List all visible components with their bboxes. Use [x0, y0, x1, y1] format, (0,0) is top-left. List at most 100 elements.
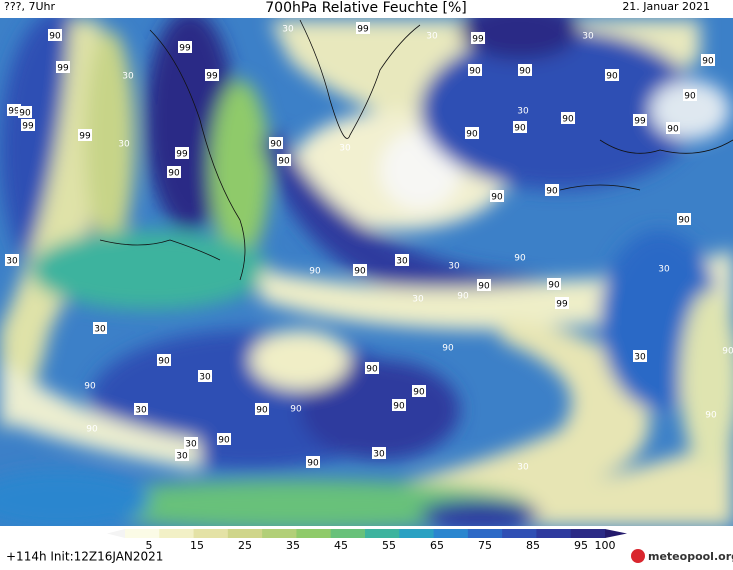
contour-label: 30 [118, 140, 130, 150]
contour-label: 30 [517, 107, 529, 117]
colorbar-segment [227, 529, 263, 538]
colorbar-segment [433, 529, 469, 538]
contour-label: 30 [185, 440, 197, 450]
contour-label: 90 [548, 281, 560, 291]
colorbar-segment [125, 529, 160, 538]
contour-label: 90 [256, 406, 268, 416]
contour-label: 90 [562, 115, 574, 125]
label-box [48, 29, 62, 41]
contour-label: 90 [705, 411, 717, 421]
contour-label: 90 [309, 267, 321, 277]
colorbar-end [107, 529, 125, 538]
label-box [306, 456, 320, 468]
contour-label: 90 [86, 425, 98, 435]
colorbar-label: 65 [430, 539, 444, 552]
contour-label: 90 [158, 357, 170, 367]
colorbar-segment [296, 529, 332, 538]
contour-label: 90 [84, 382, 96, 392]
contour-label: 30 [396, 257, 408, 267]
logo: meteopool.org [648, 550, 733, 563]
label-box [490, 190, 504, 202]
label-box [395, 254, 409, 266]
contour-label: 90 [366, 365, 378, 375]
logo-icon [631, 549, 645, 563]
label-box [7, 104, 21, 116]
contour-label: 30 [373, 450, 385, 460]
run-info: +114h Init:12Z16JAN2021 [6, 550, 163, 564]
label-box [677, 213, 691, 225]
colorbar-label: 45 [334, 539, 348, 552]
contour-label: 30 [282, 25, 294, 35]
header-left: ???, 7Uhr [4, 0, 56, 13]
contour-label: 30 [199, 373, 211, 383]
label-box [217, 433, 231, 445]
label-box [392, 399, 406, 411]
colorbar-segment [502, 529, 537, 538]
contour-label: 30 [176, 452, 188, 462]
label-box [701, 54, 715, 66]
contour-label: 90 [270, 140, 282, 150]
colorbar-segment [365, 529, 400, 538]
contour-label: 30 [412, 295, 424, 305]
label-box [198, 370, 212, 382]
contour-label: 90 [466, 130, 478, 140]
label-box [605, 69, 619, 81]
contour-label: 90 [684, 92, 696, 102]
contour-label: 99 [556, 300, 568, 310]
label-box [269, 137, 283, 149]
contour-label: 30 [339, 144, 351, 154]
colorbar-segment [536, 529, 572, 538]
label-box [356, 22, 370, 34]
contour-label: 30 [122, 72, 134, 82]
contour-label: 30 [6, 257, 18, 267]
label-box [21, 119, 35, 131]
label-box [167, 166, 181, 178]
label-box [56, 61, 70, 73]
colorbar-segment [330, 529, 366, 538]
label-box [477, 279, 491, 291]
contour-label: 90 [606, 72, 618, 82]
label-box [545, 184, 559, 196]
colorbar-segment [262, 529, 297, 538]
contour-label: 30 [658, 265, 670, 275]
label-box [353, 264, 367, 276]
contour-label: 90 [457, 292, 469, 302]
colorbar-segment [399, 529, 435, 538]
contour-label: 90 [290, 405, 302, 415]
label-box [175, 147, 189, 159]
contour-label: 90 [469, 67, 481, 77]
contour-label: 99 [79, 132, 91, 142]
contour-label: 90 [678, 216, 690, 226]
contour-label: 99 [22, 122, 34, 132]
label-box [465, 127, 479, 139]
contour-label: 90 [478, 282, 490, 292]
contour-label: 90 [514, 124, 526, 134]
colorbar-label: 100 [595, 539, 616, 552]
label-box [372, 447, 386, 459]
contour-label: 30 [94, 325, 106, 335]
colorbar-label: 5 [146, 539, 153, 552]
label-box [683, 89, 697, 101]
contour-label: 90 [278, 157, 290, 167]
label-box [633, 114, 647, 126]
label-box [178, 41, 192, 53]
label-box [412, 385, 426, 397]
contour-label: 90 [702, 57, 714, 67]
map-title: 700hPa Relative Feuchte [%] [265, 0, 466, 16]
map-date: 21. Januar 2021 [622, 0, 710, 13]
label-box [518, 64, 532, 76]
label-box [513, 121, 527, 133]
colorbar-label: 15 [190, 539, 204, 552]
contour-label: 90 [49, 32, 61, 42]
contour-label: 90 [354, 267, 366, 277]
colorbar-label: 85 [526, 539, 540, 552]
colorbar-label: 75 [478, 539, 492, 552]
contour-label: 30 [426, 32, 438, 42]
contour-label: 90 [519, 67, 531, 77]
colorbar-end [605, 529, 627, 538]
contour-label: 90 [393, 402, 405, 412]
contour-label: 99 [179, 44, 191, 54]
contour-label: 30 [135, 406, 147, 416]
label-box [175, 449, 189, 461]
